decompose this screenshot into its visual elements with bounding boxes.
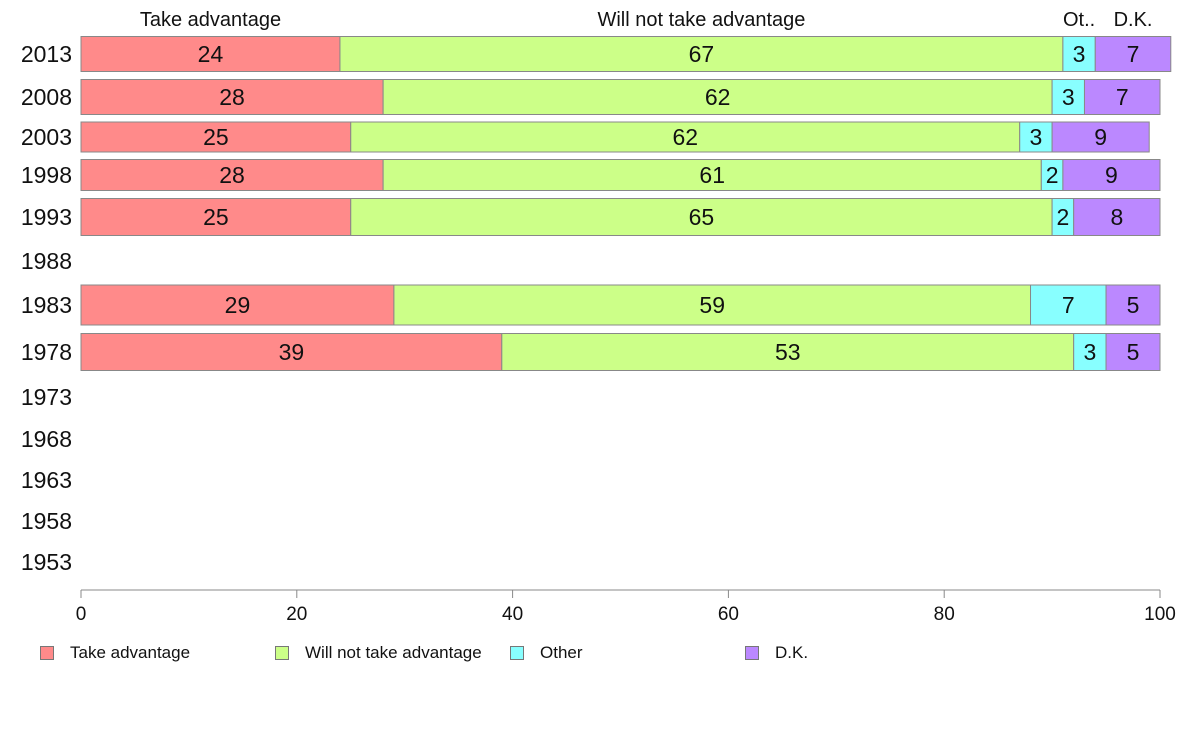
bar-value-label: 25 (203, 124, 229, 150)
top-series-label: D.K. (1114, 9, 1153, 31)
bar-value-label: 25 (203, 204, 229, 230)
bar-value-label: 9 (1094, 124, 1107, 150)
year-label: 2008 (21, 84, 72, 110)
bar-segment (1062, 159, 1161, 191)
legend-swatch (275, 646, 289, 660)
top-series-label: Will not take advantage (597, 9, 805, 31)
bar-segment (501, 333, 1075, 371)
top-series-label: Take advantage (140, 9, 281, 31)
x-tick-label: 60 (718, 604, 739, 625)
bar-value-label: 7 (1062, 292, 1075, 318)
bar-segment (1073, 198, 1161, 236)
legend-item-take-advantage: Take advantage (40, 643, 190, 663)
bar-value-label: 29 (225, 292, 251, 318)
bar-value-label: 59 (699, 292, 725, 318)
legend-item-other: Other (510, 643, 583, 663)
x-tick-label: 0 (76, 604, 87, 625)
bar-value-label: 28 (219, 162, 245, 188)
bar-segment (1051, 79, 1085, 115)
legend-swatch (40, 646, 54, 660)
bar-value-label: 53 (775, 339, 801, 365)
year-label: 1953 (21, 549, 72, 575)
bar-segment (1105, 333, 1161, 371)
bar-value-label: 5 (1127, 339, 1140, 365)
bar-segment (382, 159, 1042, 191)
x-tick-label: 40 (502, 604, 523, 625)
bar-segment (80, 79, 384, 115)
bar-value-label: 5 (1127, 292, 1140, 318)
bar-segment (80, 121, 352, 153)
legend-item-dk: D.K. (745, 643, 808, 663)
bar-segment (1051, 121, 1150, 153)
bar-segment (1105, 284, 1161, 326)
bar-segment (350, 198, 1053, 236)
bar-value-label: 24 (198, 41, 224, 67)
bar-value-label: 67 (689, 41, 715, 67)
bar-value-label: 3 (1083, 339, 1096, 365)
top-series-label: Ot.. (1063, 9, 1095, 31)
year-label: 1993 (21, 204, 72, 230)
legend-swatch (745, 646, 759, 660)
bar-value-label: 39 (279, 339, 305, 365)
bar-value-label: 62 (705, 84, 731, 110)
bar-value-label: 9 (1105, 162, 1118, 188)
bar-value-label: 2 (1056, 204, 1069, 230)
bar-value-label: 62 (672, 124, 698, 150)
bar-segment (382, 79, 1053, 115)
year-label: 1978 (21, 339, 72, 365)
year-label: 1988 (21, 248, 72, 274)
year-label: 2003 (21, 124, 72, 150)
bar-segment (339, 36, 1064, 72)
x-tick-label: 20 (286, 604, 307, 625)
legend-label: Take advantage (70, 643, 191, 662)
bar-segment (1094, 36, 1172, 72)
x-tick-label: 100 (1144, 604, 1176, 625)
bar-segment (80, 198, 352, 236)
bar-value-label: 7 (1116, 84, 1129, 110)
bar-value-label: 2 (1046, 162, 1059, 188)
bar-value-label: 65 (689, 204, 715, 230)
bar-segment (1030, 284, 1107, 326)
bar-value-label: 3 (1062, 84, 1075, 110)
legend-label: Other (540, 643, 583, 662)
year-label: 1968 (21, 426, 72, 452)
bar-value-label: 61 (699, 162, 725, 188)
legend-swatch (510, 646, 524, 660)
year-label: 1983 (21, 292, 72, 318)
bar-value-label: 28 (219, 84, 245, 110)
year-label: 1963 (21, 467, 72, 493)
bar-segment (350, 121, 1021, 153)
year-label: 1958 (21, 508, 72, 534)
x-tick-label: 80 (934, 604, 955, 625)
bar-value-label: 3 (1073, 41, 1086, 67)
bar-segment (80, 333, 503, 371)
legend-item-will-not-take-advantage: Will not take advantage (275, 643, 482, 663)
year-label: 2013 (21, 41, 72, 67)
legend-label: D.K. (775, 643, 809, 662)
year-label: 1998 (21, 162, 72, 188)
bar-value-label: 3 (1030, 124, 1043, 150)
bar-segment (1062, 36, 1096, 72)
bar-segment (80, 36, 341, 72)
legend: Take advantage Will not take advantage O… (0, 643, 1188, 667)
bar-value-label: 8 (1110, 204, 1123, 230)
year-label: 1973 (21, 384, 72, 410)
legend-label: Will not take advantage (305, 643, 482, 662)
bar-value-label: 7 (1127, 41, 1140, 67)
bar-segment (1083, 79, 1161, 115)
bar-segment (80, 159, 384, 191)
